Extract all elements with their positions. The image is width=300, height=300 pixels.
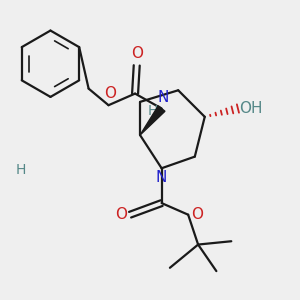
- Polygon shape: [140, 106, 165, 135]
- Text: OH: OH: [240, 101, 263, 116]
- Text: N: N: [158, 89, 169, 104]
- Text: O: O: [116, 207, 128, 222]
- Text: O: O: [131, 46, 143, 61]
- Text: H: H: [147, 104, 158, 118]
- Text: N: N: [156, 170, 167, 185]
- Text: O: O: [104, 86, 116, 101]
- Text: H: H: [15, 163, 26, 177]
- Text: O: O: [191, 207, 203, 222]
